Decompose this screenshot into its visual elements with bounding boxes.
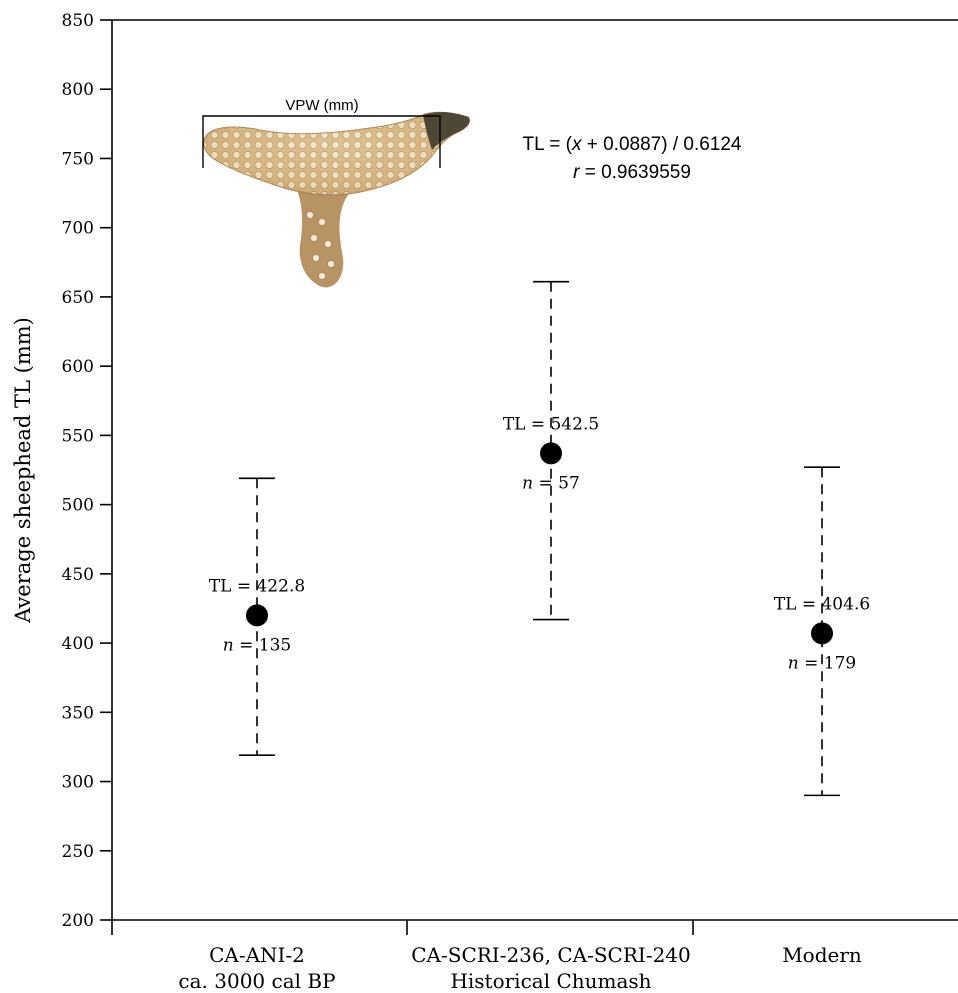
- tl-label: TL = 404.6: [774, 594, 870, 614]
- bone-shading: [203, 112, 470, 195]
- y-tick-label: 650: [62, 288, 94, 308]
- bone-dark-tip: [423, 112, 470, 150]
- pharyngeal-bone-inset: VPW (mm): [202, 97, 470, 288]
- n-label: n = 179: [788, 653, 856, 673]
- y-tick-label: 450: [62, 565, 94, 585]
- y-axis-label: Average sheephead TL (mm): [11, 317, 35, 624]
- y-tick-label: 700: [62, 219, 94, 239]
- tl-label: TL = 542.5: [503, 414, 599, 434]
- data-point-group: TL = 422.8 n = 135: [209, 477, 305, 757]
- n-label: n = 135: [223, 635, 291, 655]
- y-tick-label: 200: [62, 911, 94, 931]
- y-tick-label: 400: [62, 634, 94, 654]
- y-tick-label: 850: [62, 11, 94, 31]
- y-tick-label: 350: [62, 703, 94, 723]
- stem-teeth: [306, 211, 335, 280]
- x-category-label: Modern: [782, 943, 862, 967]
- x-category-sublabel: ca. 3000 cal BP: [178, 969, 335, 993]
- tl-label: TL = 422.8: [209, 576, 305, 596]
- vpw-label: VPW (mm): [285, 97, 358, 114]
- equation-line-2: r = 0.9639559: [573, 162, 691, 183]
- n-label: n = 57: [522, 473, 580, 493]
- y-tick-label: 500: [62, 496, 94, 516]
- data-points: TL = 422.8 n = 135 TL = 542.5 n = 57 TL = 40…: [209, 280, 870, 797]
- y-tick-label: 750: [62, 149, 94, 169]
- equation: TL = (x + 0.0887) / 0.6124 r = 0.9639559: [523, 134, 742, 183]
- y-tick-label: 600: [62, 357, 94, 377]
- data-point-group: TL = 542.5 n = 57: [503, 280, 599, 621]
- x-category-label: CA-ANI-2: [209, 943, 305, 967]
- vpw-bracket: [202, 115, 441, 168]
- y-tick-label: 300: [62, 773, 94, 793]
- y-tick-label: 550: [62, 426, 94, 446]
- axes: [111, 19, 958, 935]
- y-ticks: 200 250 300 350 400 450 500 550 600 650 700 750 800 8…: [62, 11, 112, 931]
- y-tick-label: 800: [62, 80, 94, 100]
- bone-stem: [290, 175, 366, 288]
- data-point-marker: [811, 622, 833, 645]
- data-point-group: TL = 404.6 n = 179: [774, 466, 870, 797]
- x-category-sublabel: Historical Chumash: [450, 969, 651, 993]
- equation-line-1: TL = (x + 0.0887) / 0.6124: [523, 134, 742, 155]
- data-point-marker: [540, 442, 562, 465]
- x-category-labels: CA-ANI-2ca. 3000 cal BP CA-SCRI-236, CA-S…: [178, 943, 861, 993]
- y-tick-label: 250: [62, 842, 94, 862]
- x-category-label: CA-SCRI-236, CA-SCRI-240: [411, 943, 691, 967]
- data-point-marker: [246, 604, 268, 627]
